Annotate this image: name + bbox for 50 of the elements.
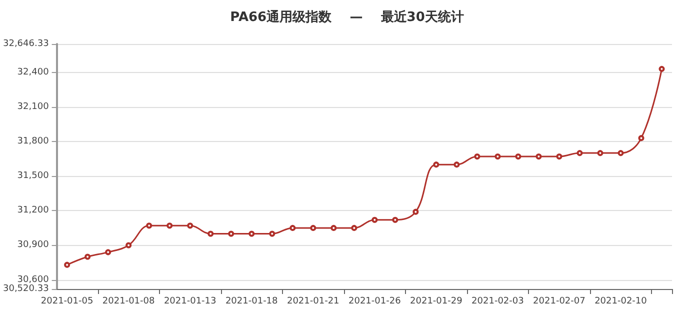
point [84,254,91,260]
point [556,154,562,160]
point [248,230,255,237]
x-tick-label: 2021-01-18 [225,296,278,306]
x-tick-label: 2021-02-07 [533,296,586,306]
x-tick-label: 2021-01-29 [410,296,463,306]
point [187,222,194,229]
point [146,222,152,229]
point [515,154,522,160]
point [269,230,276,237]
point [330,224,337,231]
x-tick-label: 2021-01-13 [164,296,216,306]
y-tick-label: 30,520.33 [2,284,49,294]
y-tick-label: 32,400 [17,67,50,78]
x-tick-label: 2021-02-03 [472,296,524,306]
y-tick-label: 30,600 [17,274,50,285]
chart-title: PA66通用级指数 — 最近30天统计 [230,9,464,25]
x-tick-label: 2021-01-26 [348,296,402,306]
point [166,222,173,229]
point [290,224,296,231]
point [228,230,234,237]
point [208,230,214,237]
point [454,162,460,168]
point [618,150,624,156]
x-tick-label: 2021-02-10 [594,296,648,306]
x-tick-label: 2021-01-05 [40,296,94,306]
y-tick-label: 31,500 [17,171,50,182]
y-tick-label: 30,900 [17,240,50,250]
point [126,242,132,248]
y-tick-label: 32,646.33 [2,39,49,49]
point [536,154,542,160]
point [658,66,665,72]
point [351,224,358,231]
point [597,150,604,156]
point [64,262,70,268]
point [412,208,419,215]
point [474,154,480,160]
y-tick-label: 31,200 [17,206,50,216]
point [105,249,112,256]
point [372,216,378,223]
point [638,135,644,142]
point [392,216,398,223]
point [433,162,440,168]
x-tick-label: 2021-01-08 [102,296,155,306]
point [576,150,583,156]
y-tick-label: 31,800 [17,136,50,147]
x-tick-label: 2021-01-21 [286,296,340,306]
y-tick-label: 32,100 [17,102,50,112]
point [310,224,316,231]
point [494,154,501,160]
